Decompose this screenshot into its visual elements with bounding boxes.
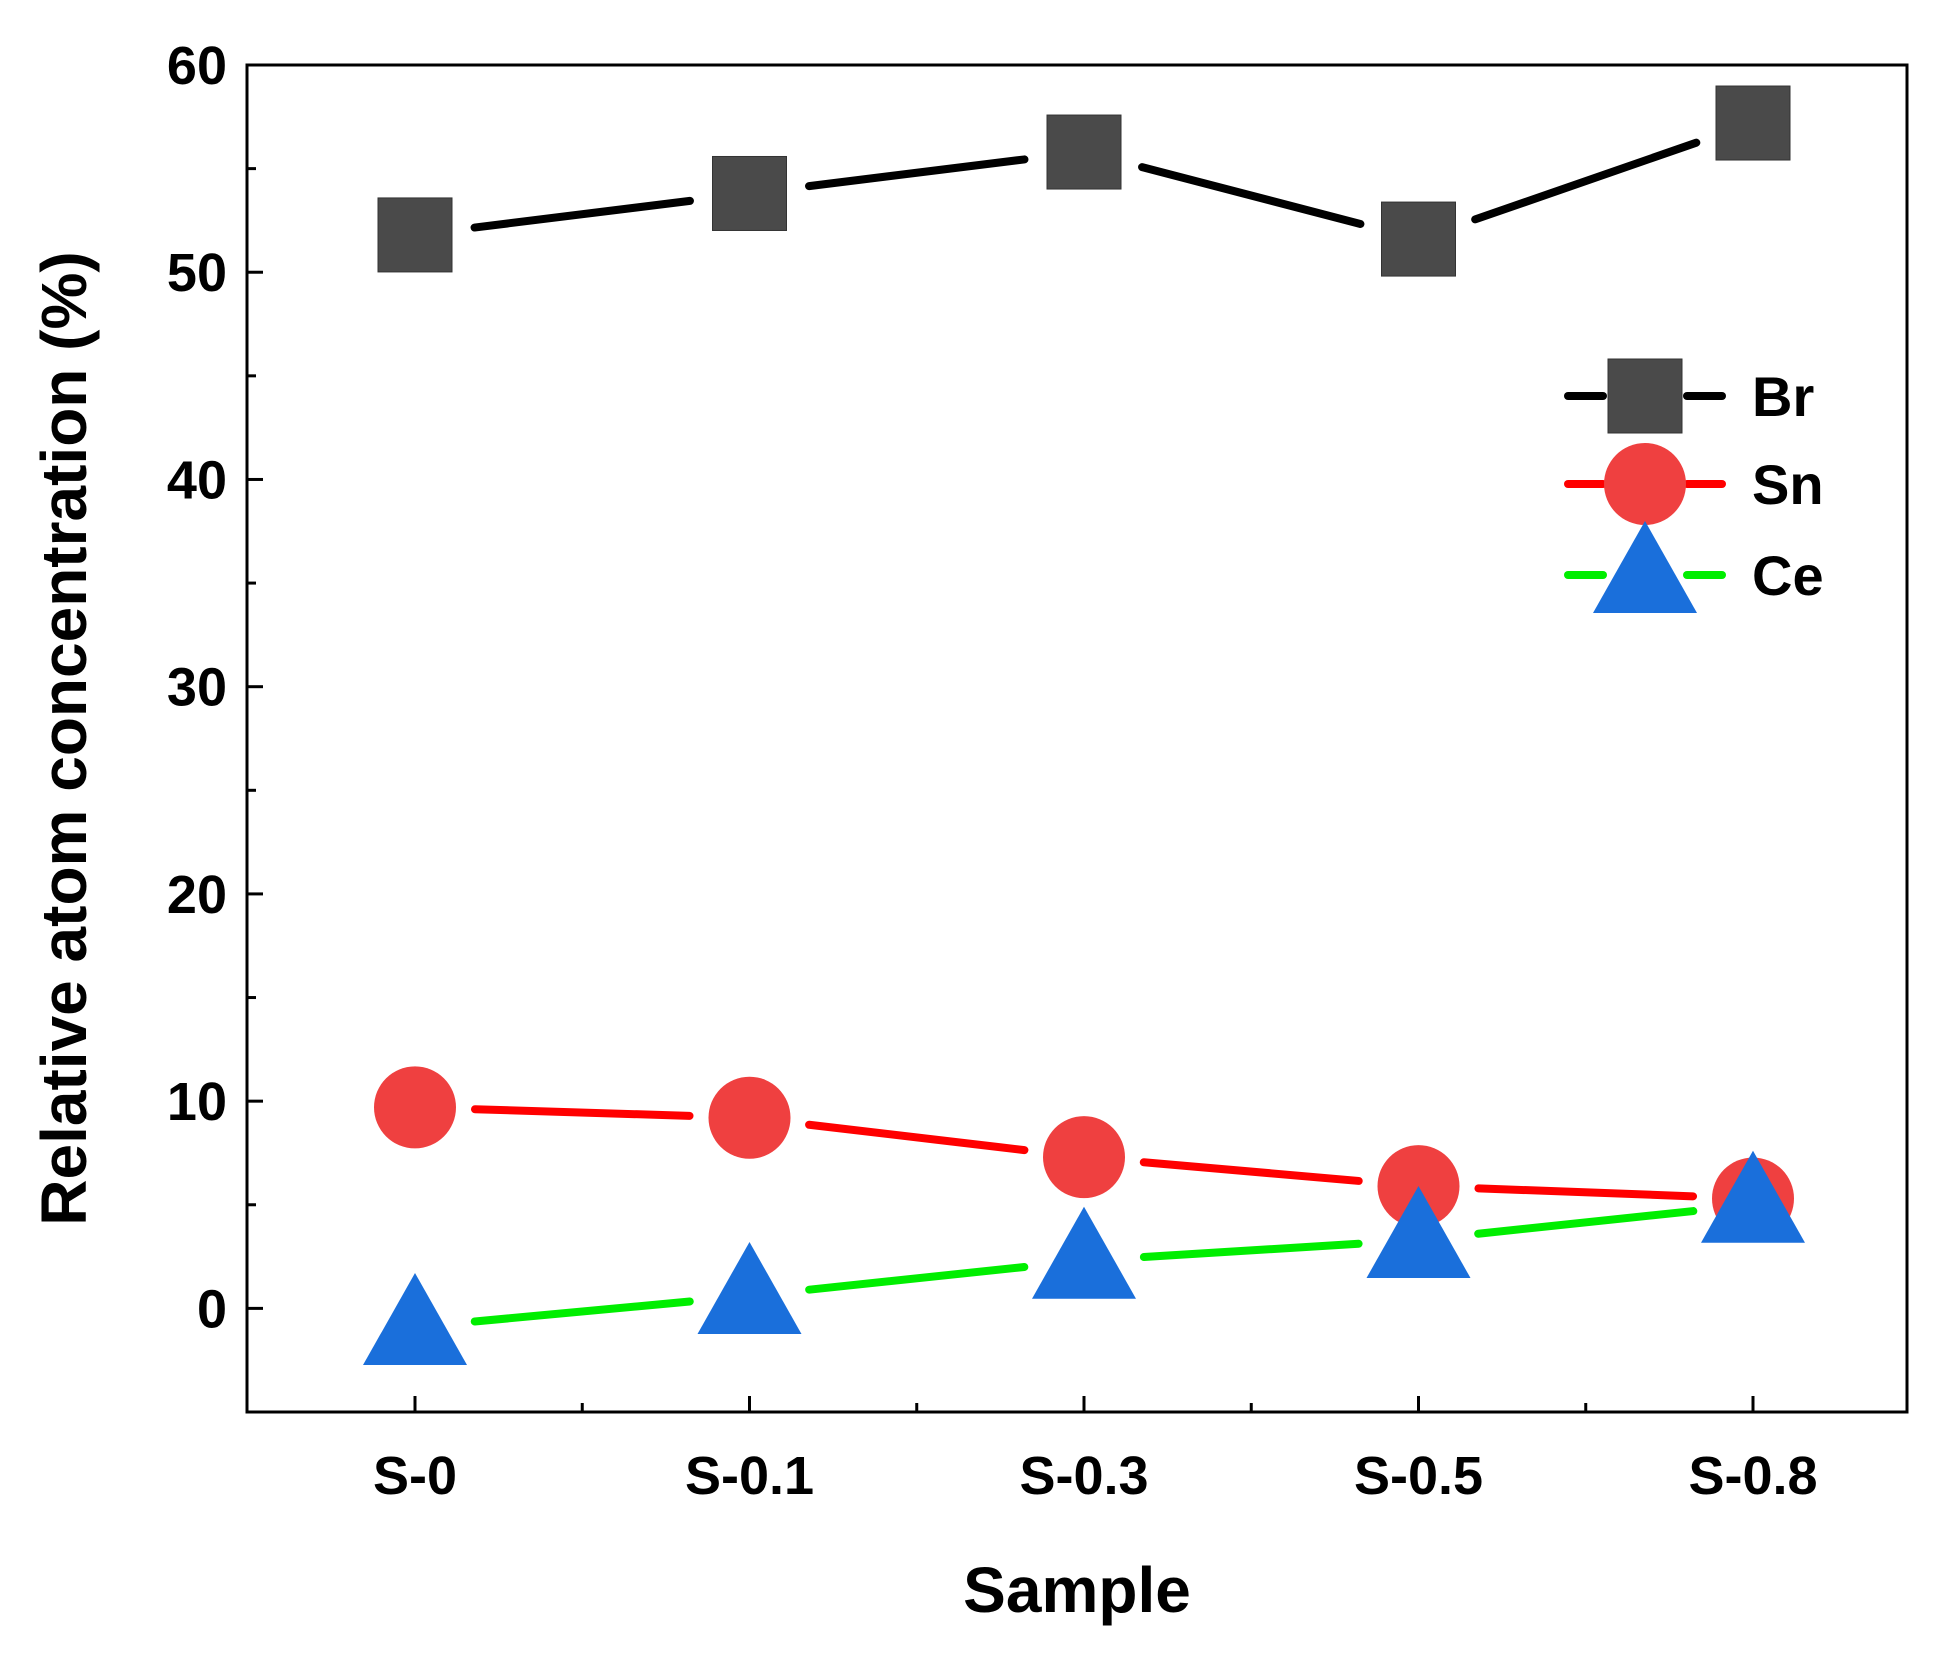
data-point [1381, 201, 1456, 277]
y-axis-title: Relative atom concentration (%) [28, 251, 100, 1225]
series-line-segment [1138, 163, 1365, 228]
series-ce [363, 1150, 1805, 1366]
data-point [1715, 85, 1791, 161]
legend: Br Sn Ce [1564, 358, 1824, 613]
data-point [708, 1076, 791, 1159]
data-point [1043, 1116, 1125, 1199]
y-tick-label: 10 [167, 1072, 227, 1132]
legend-marker-br [1607, 358, 1683, 434]
data-point [1366, 1185, 1471, 1278]
series-line-segment [470, 1297, 694, 1326]
series-line-segment [805, 1263, 1029, 1294]
series-line-segment [1474, 1184, 1698, 1201]
y-tick-label: 60 [167, 36, 227, 96]
legend-label: Sn [1752, 453, 1824, 516]
plot-area-border [245, 63, 1909, 1414]
series-line-segment [805, 155, 1029, 191]
series-line-segment [470, 1105, 694, 1120]
plot-frame [245, 63, 1909, 1414]
series-line-segment [470, 196, 694, 232]
series-line-segment [805, 1120, 1029, 1155]
legend-marker-sn [1604, 443, 1686, 525]
series-sn [374, 1066, 1794, 1240]
x-tick-label: S-0.3 [1019, 1446, 1148, 1506]
data-point [374, 1066, 456, 1149]
legend-label: Ce [1752, 544, 1824, 607]
series-line-segment [1139, 1239, 1363, 1262]
x-axis-title: Sample [963, 1554, 1191, 1626]
y-tick-label: 50 [167, 243, 227, 303]
data-point [377, 197, 453, 273]
legend-label: Br [1752, 365, 1814, 428]
data-point [697, 1241, 802, 1334]
series-line-segment [1471, 138, 1701, 224]
data-point [712, 155, 787, 231]
data-point [1701, 1150, 1805, 1243]
x-tick-label: S-0.8 [1688, 1446, 1817, 1506]
x-tick-label: S-0.5 [1354, 1446, 1483, 1506]
data-point [1032, 1206, 1136, 1299]
legend-marker-ce [1593, 521, 1697, 613]
series-layer [363, 85, 1805, 1366]
x-tick-label: S-0 [373, 1446, 457, 1506]
series-line-segment [1474, 1207, 1698, 1238]
data-point [1046, 114, 1122, 190]
y-axis: 0 10 20 30 40 50 60 [167, 36, 263, 1414]
data-point [363, 1273, 467, 1366]
series-br [377, 85, 1791, 277]
x-axis: S-0 S-0.1 S-0.3 S-0.5 S-0.8 [373, 1396, 1818, 1506]
y-tick-label: 40 [167, 450, 227, 510]
x-tick-label: S-0.1 [685, 1446, 814, 1506]
y-tick-label: 0 [197, 1279, 227, 1339]
y-tick-label: 30 [167, 658, 227, 718]
y-tick-label: 20 [167, 865, 227, 925]
series-line-segment [1139, 1158, 1363, 1185]
